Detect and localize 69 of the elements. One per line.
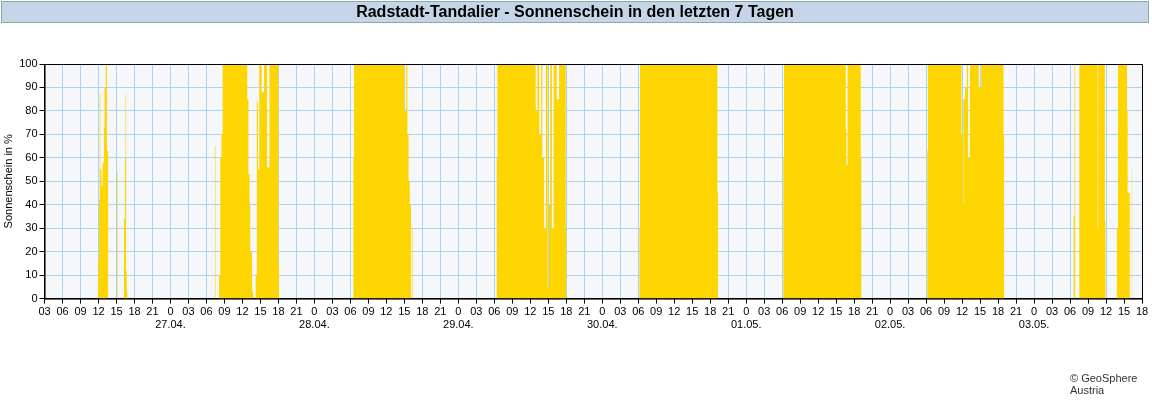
x-tick-label: 18	[416, 305, 429, 318]
x-tick-label: 03	[1045, 305, 1059, 318]
x-tick-label: 15	[542, 305, 555, 318]
x-tick-label: 12	[92, 305, 105, 318]
y-tick-label: 10	[25, 268, 38, 281]
x-tick-label: 09	[650, 305, 663, 318]
x-tick-label: 18	[848, 305, 861, 318]
y-tick-label: 70	[25, 127, 38, 140]
y-tick-label: 20	[25, 244, 38, 257]
x-tick-label: 06	[56, 305, 69, 318]
y-tick-label: 0	[31, 291, 38, 304]
y-tick-label: 50	[25, 174, 38, 187]
x-tick-label: 03	[326, 305, 339, 318]
x-tick-label: 09	[937, 305, 951, 318]
x-tick-label: 09	[506, 305, 519, 318]
x-tick-label: 21	[1009, 305, 1023, 318]
x-tick-label: 12	[668, 305, 681, 318]
x-tick-label: 03	[614, 305, 627, 318]
x-tick-label: 09	[362, 305, 375, 318]
x-tick-label: 06	[200, 305, 213, 318]
x-tick-label: 03	[38, 305, 51, 318]
x-tick-label: 18	[272, 305, 285, 318]
x-tick-label: 18	[1135, 305, 1149, 318]
x-tick-label: 15	[110, 305, 123, 318]
x-tick-label: 06	[1063, 305, 1077, 318]
y-tick-label: 60	[25, 150, 38, 163]
x-tick-label: 21	[290, 305, 303, 318]
x-tick-label: 12	[236, 305, 249, 318]
x-tick-label: 15	[398, 305, 411, 318]
y-tick-label: 80	[25, 103, 38, 116]
x-tick-label: 06	[919, 305, 933, 318]
x-tick-label: 15	[830, 305, 843, 318]
y-tick-label: 90	[25, 80, 38, 93]
x-tick-label: 18	[560, 305, 573, 318]
x-tick-label: 18	[128, 305, 141, 318]
x-tick-label: 21	[722, 305, 735, 318]
x-tick-label: 06	[776, 305, 789, 318]
x-tick-label: 15	[686, 305, 699, 318]
x-tick-label: 03	[470, 305, 483, 318]
x-tick-label: 15	[973, 305, 987, 318]
x-tick-label: 09	[74, 305, 87, 318]
y-tick-label: 100	[19, 57, 38, 70]
x-tick-label: 12	[380, 305, 393, 318]
x-tick-label: 09	[1081, 305, 1095, 318]
x-tick-label: 09	[218, 305, 231, 318]
x-tick-label: 15	[254, 305, 267, 318]
x-tick-label: 03	[182, 305, 195, 318]
x-tick-label: 12	[524, 305, 537, 318]
x-tick-label: 12	[812, 305, 825, 318]
x-tick-label: 12	[1099, 305, 1113, 318]
x-tick-label: 18	[704, 305, 717, 318]
x-tick-label: 15	[1117, 305, 1131, 318]
x-tick-label: 06	[488, 305, 501, 318]
x-tick-label: 03	[758, 305, 771, 318]
chart-title: Radstadt-Tandalier - Sonnenschein in den letzten 7 Tagen	[1, 1, 1149, 23]
x-tick-label: 03	[901, 305, 915, 318]
y-tick-label: 40	[25, 197, 38, 210]
x-tick-label: 09	[794, 305, 807, 318]
x-tick-label: 21	[146, 305, 159, 318]
y-tick-label: 30	[25, 221, 38, 234]
x-tick-label: 21	[866, 305, 879, 318]
x-tick-label: 18	[991, 305, 1005, 318]
x-tick-label: 06	[344, 305, 357, 318]
text: © GeoSphere Austria	[1070, 372, 1139, 396]
x-tick-label: 12	[955, 305, 969, 318]
x-tick-label: 06	[632, 305, 645, 318]
x-tick-label: 21	[434, 305, 447, 318]
x-tick-label: 21	[578, 305, 591, 318]
y-axis-title: Sonnenschein in %	[1, 134, 14, 229]
